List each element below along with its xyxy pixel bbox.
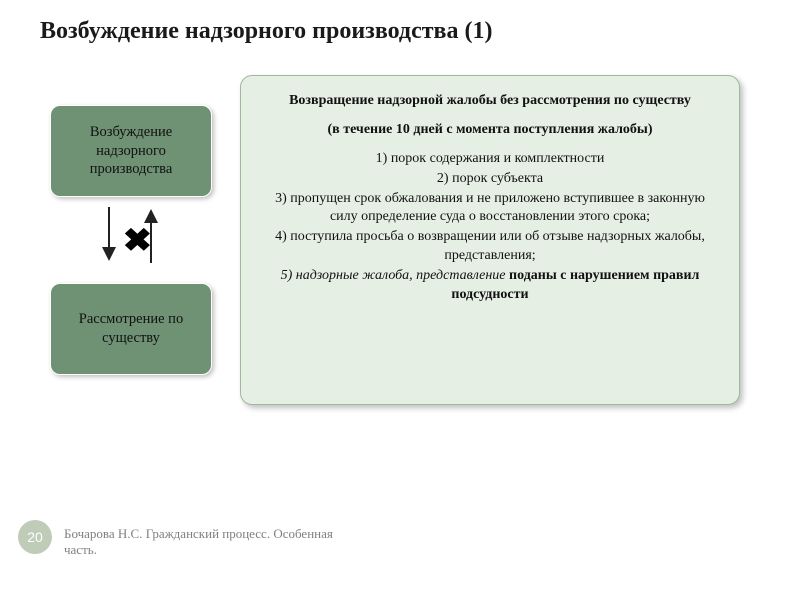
- return-panel: Возвращение надзорной жалобы без рассмот…: [240, 75, 740, 405]
- arrow-down-head: [102, 247, 116, 261]
- list-item: 3) пропущен срок обжалования и не прилож…: [261, 190, 719, 228]
- node-review-label: Рассмотрение по существу: [57, 310, 205, 348]
- connector: ✖: [50, 197, 212, 283]
- arrow-down-line: [108, 207, 110, 247]
- list-item: 2) порок субъекта: [261, 170, 719, 189]
- page-number-badge: 20: [18, 520, 52, 554]
- panel-heading-2: (в течение 10 дней с момента поступления…: [261, 121, 719, 140]
- page-number: 20: [27, 529, 43, 545]
- panel-list: 1) порок содержания и комплектности 2) п…: [261, 150, 719, 305]
- panel-heading-1: Возвращение надзорной жалобы без рассмот…: [261, 92, 719, 111]
- node-review: Рассмотрение по существу: [50, 283, 212, 375]
- left-column: Возбуждение надзорного производства ✖ Ра…: [50, 105, 212, 375]
- node-initiation-label: Возбуждение надзорного производства: [57, 123, 205, 180]
- not-equal-x-icon: ✖: [123, 221, 152, 259]
- list-item: 5) надзорные жалоба, представление подан…: [261, 267, 719, 305]
- slide-title: Возбуждение надзорного производства (1): [40, 18, 492, 45]
- list-item: 4) поступила просьба о возвращении или о…: [261, 228, 719, 266]
- footer-author: Бочарова Н.С. Гражданский процесс. Особе…: [64, 526, 364, 559]
- node-initiation: Возбуждение надзорного производства: [50, 105, 212, 197]
- list-item: 1) порок содержания и комплектности: [261, 150, 719, 169]
- list-item-5-prefix: 5) надзорные жалоба, представление: [281, 268, 509, 283]
